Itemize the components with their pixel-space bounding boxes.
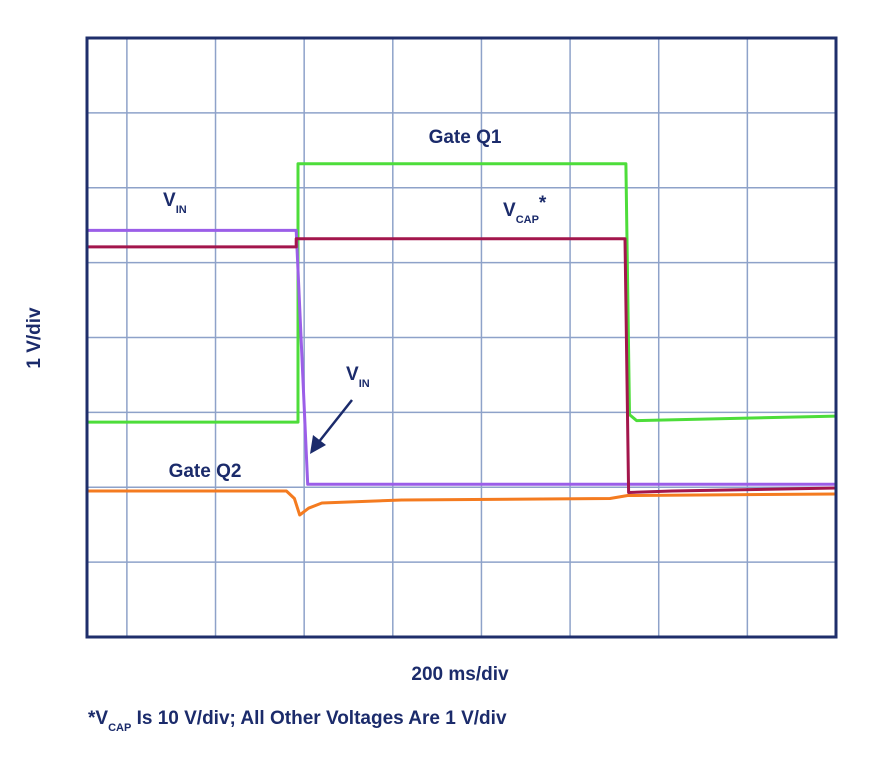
trace — [87, 228, 836, 486]
annotation: VIN — [163, 190, 187, 216]
annotation: Gate Q2 — [169, 461, 242, 482]
annotation-sub: IN — [176, 204, 187, 216]
annotation-text: V — [503, 200, 516, 221]
annotation: VCAP* — [503, 193, 547, 226]
annotation-text: V — [163, 190, 176, 211]
annotation-sub: IN — [359, 378, 370, 390]
arrow — [317, 399, 353, 444]
arrow-head — [310, 435, 326, 454]
grid — [87, 38, 836, 637]
annotation: Gate Q1 — [429, 127, 502, 148]
annotation-sub: CAP — [516, 214, 539, 226]
trace — [87, 237, 837, 494]
footnote-suffix: Is 10 V/div; All Other Voltages Are 1 V/… — [131, 708, 507, 729]
annotation-suffix: * — [539, 193, 547, 214]
annotation-text: V — [346, 364, 359, 385]
x-axis-label: 200 ms/div — [411, 664, 509, 685]
trace — [87, 489, 837, 517]
traces — [87, 162, 837, 517]
y-axis-label: 1 V/div — [24, 307, 45, 369]
annotation: VIN — [346, 364, 370, 390]
footnote: *VCAP Is 10 V/div; All Other Voltages Ar… — [88, 708, 507, 734]
footnote-text: *V — [88, 708, 108, 729]
footnote-sub: CAP — [108, 722, 131, 734]
trace — [87, 162, 837, 424]
plot-frame — [85, 36, 838, 639]
